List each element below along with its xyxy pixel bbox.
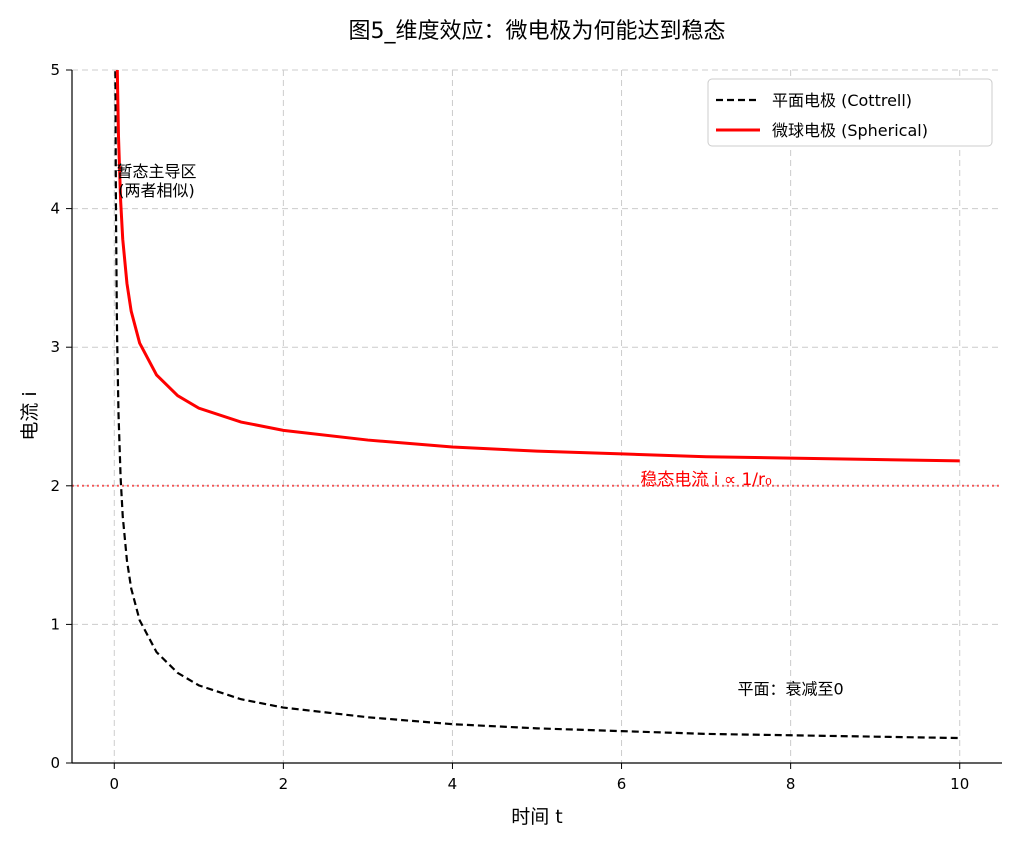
x-tick-label: 0: [109, 775, 119, 793]
y-tick-label: 3: [50, 338, 60, 356]
annotation-transient: 暂态主导区(两者相似): [117, 162, 197, 200]
x-tick-label: 10: [950, 775, 969, 793]
annotations: 暂态主导区(两者相似) 稳态电流 i ∝ 1/r₀ 平面：衰减至0: [117, 162, 844, 699]
legend-label: 平面电极 (Cottrell): [772, 91, 912, 110]
legend: 平面电极 (Cottrell) 微球电极 (Spherical): [707, 78, 993, 147]
series-group: [114, 70, 960, 740]
y-tick-label: 4: [50, 200, 60, 218]
axes: [71, 70, 1002, 764]
annotation-steady-state: 稳态电流 i ∝ 1/r₀: [640, 470, 772, 490]
x-tick-label: 6: [617, 775, 627, 793]
x-tick-label: 4: [448, 775, 458, 793]
y-tick-label: 1: [50, 615, 60, 633]
cottrell-planar-line: [114, 70, 960, 740]
legend-label: 微球电极 (Spherical): [772, 121, 928, 140]
y-tick-label: 2: [50, 477, 60, 495]
annotation-planar-decay: 平面：衰减至0: [738, 680, 844, 699]
ticks: 0 2 4 6 8 10 0 1 2 3 4 5: [50, 61, 969, 793]
x-tick-label: 2: [279, 775, 289, 793]
spherical-microelectrode-line: [115, 70, 960, 463]
y-tick-label: 5: [50, 61, 60, 79]
x-axis-label: 时间 t: [511, 806, 563, 828]
y-axis-label: 电流 i: [19, 391, 41, 440]
y-tick-label: 0: [50, 754, 60, 772]
legend-box: [707, 78, 993, 147]
chart-title: 图5_维度效应：微电极为何能达到稳态: [349, 19, 726, 44]
x-tick-label: 8: [786, 775, 796, 793]
grid: [72, 69, 1002, 764]
